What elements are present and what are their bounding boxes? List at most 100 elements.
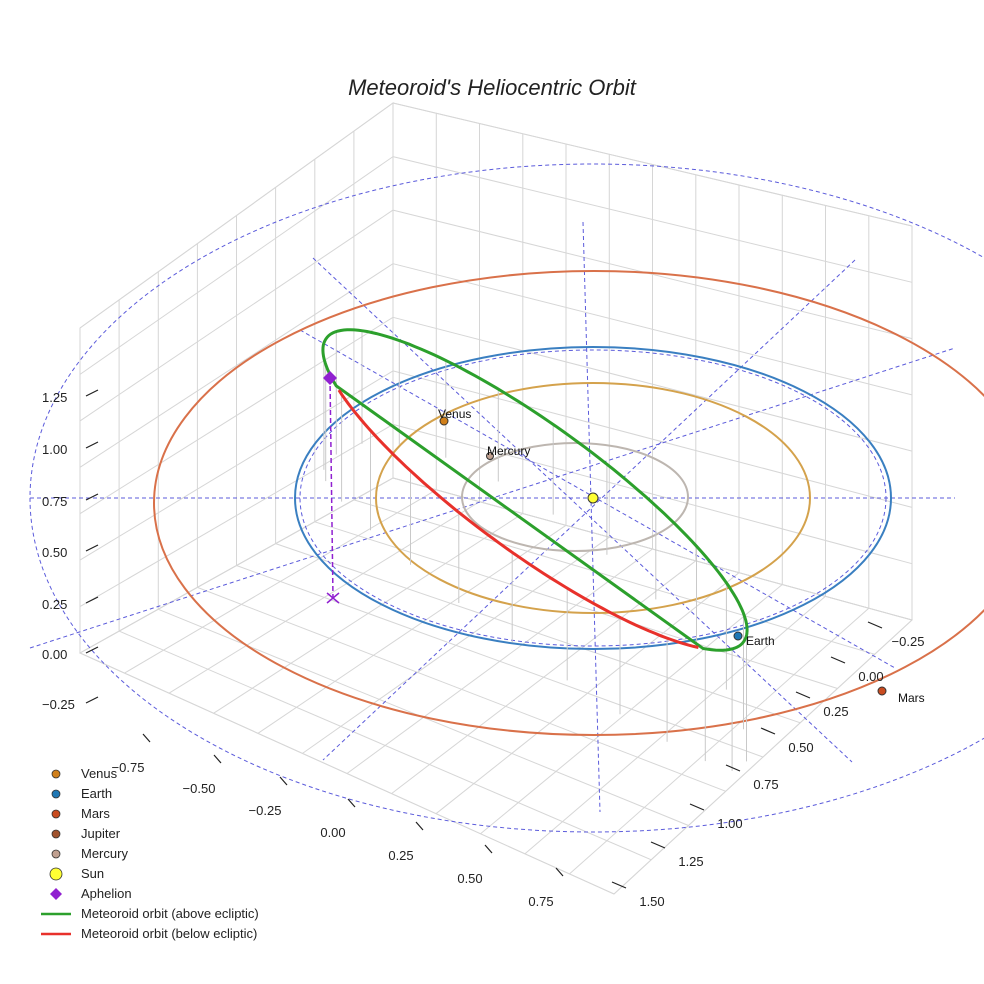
aphelion-marker: [323, 371, 337, 385]
legend-symbol-shape: [51, 809, 61, 819]
legend-symbol-shape: [49, 867, 63, 881]
y-tick-label: 1.00: [717, 816, 742, 831]
legend-item[interactable]: Sun: [38, 864, 338, 884]
meteoroid-orbit-below: [337, 389, 699, 649]
x-tick-mark: [555, 867, 564, 877]
legend-symbol: [51, 809, 61, 819]
z-tick-label: 0.75: [42, 494, 67, 509]
orbit-earth: [294, 346, 892, 650]
y-tick-mark: [689, 803, 705, 811]
grid-line-y-floor: [613, 619, 913, 895]
z-tick-mark: [85, 646, 99, 654]
body-label-mercury: Mercury: [487, 444, 530, 458]
y-tick-mark: [725, 764, 741, 772]
x-tick-label: −0.50: [183, 781, 216, 796]
legend-item[interactable]: Mars: [38, 804, 338, 824]
aphelion-projection-mark: [326, 592, 340, 604]
z-tick-mark: [85, 696, 99, 704]
y-tick-mark: [867, 621, 883, 629]
legend-symbol: [49, 867, 63, 881]
body-venus: [439, 416, 449, 426]
x-tick-mark: [279, 776, 288, 786]
z-tick-label: 0.00: [42, 647, 67, 662]
legend-label: Sun: [81, 866, 105, 881]
grid-line-y-floor: [79, 477, 394, 654]
body-sun: [587, 492, 599, 504]
legend-item[interactable]: Venus: [38, 764, 338, 784]
x-tick-label: −0.25: [249, 803, 282, 818]
z-tick-label: −0.25: [42, 697, 75, 712]
ecliptic-spoke: [582, 221, 601, 813]
y-tick-mark: [830, 656, 846, 664]
legend-label: Aphelion: [81, 886, 132, 901]
body-mercury: [486, 452, 494, 460]
grid-line-y-floor: [124, 489, 437, 674]
legend-symbol-shape: [51, 829, 61, 839]
grid-line-y-floor: [480, 584, 783, 835]
grid-line-y-floor: [168, 501, 480, 694]
body-label-venus: Venus: [438, 407, 471, 421]
y-tick-label: 0.00: [858, 669, 883, 684]
grid-line-y-floor: [302, 536, 610, 754]
legend-item[interactable]: Aphelion: [38, 884, 338, 904]
z-tick-mark: [85, 441, 99, 449]
z-tick-mark: [85, 544, 99, 552]
aphelion-projection-line: [329, 377, 334, 599]
legend-item[interactable]: Mercury: [38, 844, 338, 864]
orbit-venus: [375, 382, 811, 614]
z-tick-mark: [85, 596, 99, 604]
y-tick-label: −0.25: [892, 634, 925, 649]
x-tick-mark: [347, 798, 356, 808]
y-tick-label: 0.25: [823, 704, 848, 719]
grid-line-y-floor: [346, 548, 653, 774]
legend-symbol: [51, 789, 61, 799]
body-label-mars: Mars: [898, 691, 925, 705]
legend-label: Earth: [81, 786, 113, 801]
legend-label: Mercury: [81, 846, 128, 861]
y-tick-mark: [795, 691, 811, 699]
legend-symbol: [41, 932, 71, 936]
z-tick-label: 1.00: [42, 442, 67, 457]
legend-item[interactable]: Meteoroid orbit (above ecliptic): [38, 904, 338, 924]
orbit-mars: [153, 270, 984, 736]
x-tick-mark: [142, 733, 151, 743]
x-tick-label: −0.75: [112, 760, 145, 775]
grid-line-y-floor: [524, 595, 826, 855]
z-tick-label: 1.25: [42, 390, 67, 405]
body-earth: [733, 631, 743, 641]
legend-symbol: [50, 888, 62, 900]
body-mars: [877, 686, 887, 696]
meteoroid-orbit-above: [321, 328, 749, 652]
legend-symbol: [51, 769, 61, 779]
legend-item[interactable]: Meteoroid orbit (below ecliptic): [38, 924, 338, 944]
x-tick-label: 0.50: [457, 871, 482, 886]
legend-label: Jupiter: [81, 826, 121, 841]
z-tick-mark: [85, 493, 99, 501]
x-tick-mark: [213, 754, 222, 764]
legend-symbol-shape: [51, 849, 61, 859]
legend-label: Meteoroid orbit (above ecliptic): [81, 906, 259, 921]
grid-line-y-floor: [213, 513, 524, 714]
legend-item[interactable]: Earth: [38, 784, 338, 804]
y-tick-label: 0.50: [788, 740, 813, 755]
x-tick-label: 0.25: [388, 848, 413, 863]
z-tick-label: 0.50: [42, 545, 67, 560]
legend-symbol: [41, 912, 71, 916]
y-tick-label: 0.75: [753, 777, 778, 792]
chart-title: Meteoroid's Heliocentric Orbit: [348, 75, 637, 100]
legend-symbol: [51, 829, 61, 839]
y-tick-mark: [760, 727, 776, 735]
legend-symbol: [51, 849, 61, 859]
grid-line-y-floor: [569, 607, 870, 875]
legend-item[interactable]: Jupiter: [38, 824, 338, 844]
legend-symbol-shape: [50, 888, 62, 900]
y-tick-mark: [650, 841, 666, 849]
z-tick-label: 0.25: [42, 597, 67, 612]
y-tick-mark: [611, 881, 627, 889]
x-tick-label: 0.75: [528, 894, 553, 909]
z-tick-mark: [85, 389, 99, 397]
x-tick-mark: [415, 821, 424, 831]
orbit-mercury: [461, 442, 689, 552]
